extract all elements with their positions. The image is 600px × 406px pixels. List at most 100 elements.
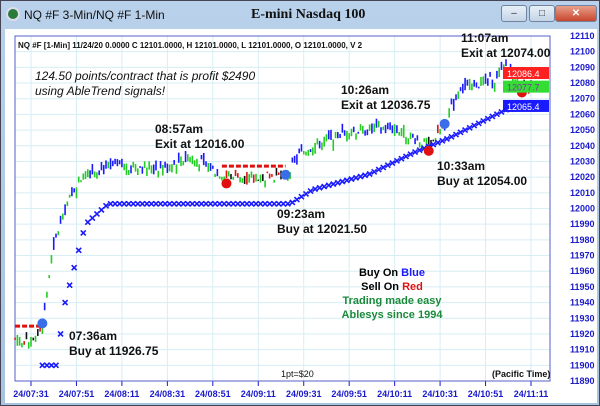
signal-legend: Buy On Blue Sell On Red Trading made eas… (317, 266, 467, 322)
y-tick-label: 12090 (570, 62, 595, 72)
buy-stop-marker (39, 362, 46, 369)
buy-stop-marker (175, 200, 182, 207)
x-tick-label: 24/08:51 (195, 389, 231, 399)
buy-stop-marker (184, 200, 191, 207)
price-marker (503, 80, 549, 93)
annotation-time: 10:33am (437, 159, 486, 173)
buy-stop-marker (480, 117, 487, 125)
y-tick-label: 12050 (570, 125, 595, 135)
buy-stop-marker (389, 159, 396, 167)
y-tick-label: 12060 (570, 109, 595, 119)
annotation-price: Exit at 12016.00 (155, 137, 245, 151)
price-marker-label: 12077.7 (507, 83, 540, 93)
y-tick-label: 11910 (570, 345, 595, 355)
x-tick-label: 24/10:31 (422, 389, 458, 399)
buy-stop-marker (121, 200, 128, 207)
buy-stop-marker (284, 200, 291, 207)
buy-stop-marker (293, 196, 300, 203)
buy-stop-marker (216, 200, 223, 207)
annotation-time: 10:26am (341, 83, 390, 97)
price-marker-label: 12065.4 (507, 102, 540, 112)
buy-stop-marker (302, 190, 310, 197)
buy-stop-marker (262, 200, 269, 207)
buy-stop-marker (162, 200, 169, 207)
legend-buy: Buy On Blue (317, 266, 467, 280)
y-tick-label: 12040 (570, 141, 595, 151)
annotation-price: Exit at 12036.75 (341, 98, 431, 112)
minimize-button[interactable]: – (501, 5, 527, 22)
legend-company: Ablesys since 1994 (341, 309, 443, 321)
annotation-time: 08:57am (155, 122, 204, 136)
buy-stop-marker (252, 200, 260, 207)
buy-stop-marker (221, 200, 228, 207)
buy-stop-marker (312, 185, 319, 193)
annotation-price: Buy at 11926.75 (69, 344, 159, 358)
buy-stop-marker (457, 129, 464, 136)
buy-stop-marker (248, 200, 255, 207)
buy-stop-marker (157, 200, 164, 207)
buy-stop-marker (362, 172, 369, 179)
y-tick-label: 11920 (570, 329, 595, 339)
buy-stop-marker (43, 362, 50, 369)
buy-stop-marker (275, 200, 282, 207)
title-bar: NQ #F 3-Min/NQ #F 1-Min E-mini Nasdaq 10… (1, 1, 600, 29)
close-button[interactable]: ✕ (555, 5, 597, 22)
annotation-price: Exit at 12074.00 (461, 46, 551, 60)
promo-text: 124.50 points/contract that is profit $2… (35, 69, 255, 99)
x-tick-label: 24/08:11 (104, 389, 139, 399)
buy-stop-marker (52, 362, 60, 369)
y-tick-label: 11890 (570, 376, 595, 386)
buy-stop-marker (93, 210, 100, 218)
annotation-time: 09:23am (277, 207, 326, 221)
x-tick-label: 24/07:31 (13, 389, 49, 399)
y-tick-label: 12030 (570, 156, 595, 166)
y-tick-label: 12020 (570, 172, 595, 182)
x-tick-label: 24/09:51 (331, 389, 367, 399)
legend-sell: Sell On Red (317, 280, 467, 294)
buy-stop-marker (475, 120, 482, 127)
y-tick-label: 11900 (570, 360, 595, 370)
buy-annotation: 07:36am Buy at 11926.75 (69, 329, 158, 359)
buy-stop-marker (430, 141, 437, 148)
promo-line-1: 124.50 points/contract that is profit $2… (35, 69, 256, 83)
buy-stop-marker (116, 200, 123, 207)
buy-stop-marker (366, 170, 373, 178)
buy-stop-marker (352, 174, 360, 181)
maximize-button[interactable]: □ (529, 5, 555, 22)
chart-area: 12110 12100 12090 12080 12070 12060 12050 12040… (5, 29, 597, 403)
buy-stop-marker (412, 148, 419, 156)
buy-stop-marker (57, 330, 64, 338)
exit-annotation: 11:07am Exit at 12074.00 (461, 31, 550, 61)
y-tick-label: 12010 (570, 188, 595, 198)
buy-stop-marker (416, 147, 423, 154)
buy-stop-marker (225, 200, 232, 207)
buy-stop-marker (166, 200, 173, 207)
buy-stop-marker (398, 155, 405, 162)
point-value: 1pt=$20 (281, 369, 314, 379)
buy-stop-marker (107, 200, 114, 207)
buy-stop-marker (307, 188, 314, 195)
price-marker (503, 67, 549, 80)
buy-stop-marker (357, 173, 364, 180)
buy-stop-marker (339, 178, 346, 185)
price-marker (503, 99, 549, 112)
x-tick-label: 24/10:11 (377, 389, 412, 399)
y-tick-label: 11970 (570, 251, 595, 261)
buy-stop-marker (80, 229, 87, 236)
legend-tagline: Trading made easy (342, 295, 442, 307)
buy-stop-marker (266, 200, 273, 207)
y-tick-label: 12070 (570, 94, 595, 104)
y-tick-label: 12080 (570, 78, 595, 88)
x-tick-label: 24/09:31 (286, 389, 322, 399)
y-tick-label: 11980 (570, 235, 595, 245)
buy-stop-marker (189, 200, 196, 207)
buy-stop-marker (484, 115, 491, 122)
buy-stop-marker (439, 137, 446, 144)
buy-stop-marker (371, 168, 378, 175)
buy-stop-marker (134, 200, 141, 207)
buy-stop-marker (348, 175, 355, 183)
buy-stop-marker (193, 200, 200, 207)
buy-stop-marker (62, 299, 69, 306)
buy-signal-dot (439, 118, 450, 129)
buy-stop-marker (112, 200, 119, 207)
